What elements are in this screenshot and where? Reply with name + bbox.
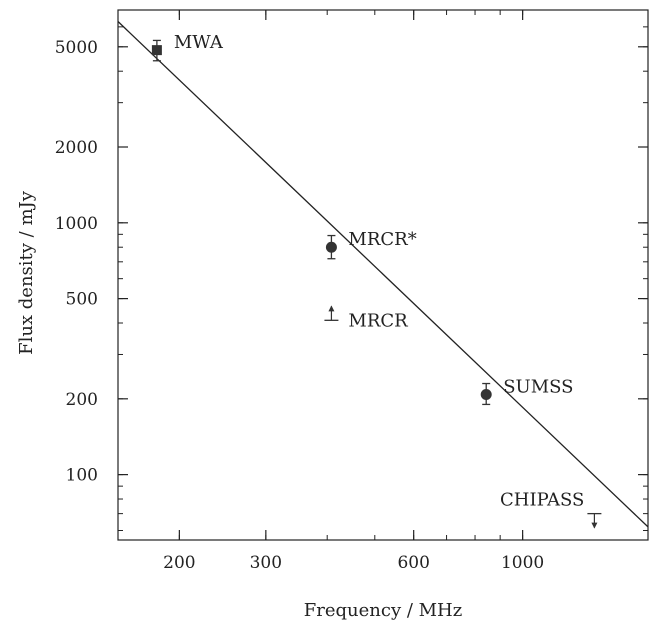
x-tick-label: 300 — [250, 553, 282, 573]
data-points: MWA MRCR* MRCR SUMSS CHIPASS — [151, 32, 602, 529]
y-tick-label: 100 — [66, 466, 98, 486]
data-point: MWA — [151, 32, 224, 62]
fit-line — [117, 21, 649, 528]
y-tick-label: 5000 — [55, 38, 98, 58]
plot-border — [117, 9, 649, 541]
square-marker — [151, 45, 162, 56]
data-point: SUMSS — [480, 377, 573, 406]
point-label: MWA — [174, 32, 224, 53]
y-tick-label: 200 — [66, 390, 98, 410]
circle-marker — [325, 241, 337, 253]
y-tick-label: 2000 — [55, 138, 98, 158]
point-label: CHIPASS — [500, 490, 584, 511]
y-tick-label: 1000 — [55, 214, 98, 234]
point-label: MRCR — [348, 310, 408, 331]
y-axis-label: Flux density / mJy — [16, 190, 37, 355]
data-point: MRCR* — [325, 229, 417, 260]
data-point: CHIPASS — [500, 490, 602, 529]
x-tick-label: 1000 — [501, 553, 544, 573]
point-label: MRCR* — [348, 229, 416, 250]
axis-ticks: 200 300 600 1000 100 200 500 1000 2000 5000 — [55, 9, 648, 573]
x-tick-label: 600 — [397, 553, 429, 573]
circle-marker — [480, 389, 492, 401]
point-label: SUMSS — [503, 377, 573, 398]
fit-line-group — [117, 21, 649, 528]
y-tick-label: 500 — [66, 290, 98, 310]
data-point: MRCR — [324, 305, 408, 331]
limit-arrow — [591, 522, 598, 529]
plot-frame — [117, 9, 649, 541]
x-tick-label: 200 — [163, 553, 195, 573]
limit-arrow — [328, 305, 335, 312]
x-axis-label: Frequency / MHz — [304, 600, 462, 621]
